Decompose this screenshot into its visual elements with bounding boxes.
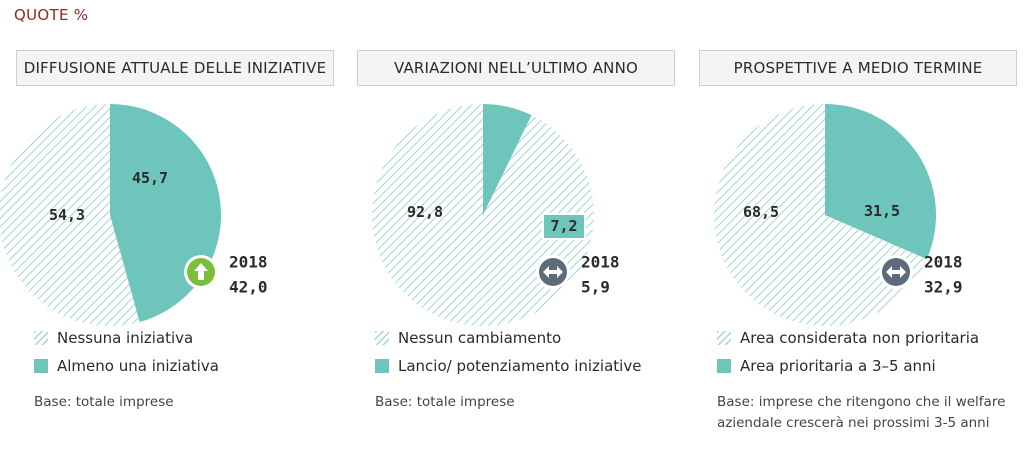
solid-swatch: [717, 359, 731, 373]
legend-label: Nessuna iniziativa: [57, 329, 194, 347]
left-right-arrow-icon: [536, 255, 570, 289]
pie-chart-prospettive: 68,5 31,5 2018 32,9: [714, 104, 963, 326]
legend-item-hatched: Area considerata non prioritaria: [717, 326, 979, 350]
legend: Nessuna iniziativa Almeno una iniziativa: [34, 326, 219, 382]
pie-chart-diffusione: 54,3 45,7 2018 42,0: [0, 104, 268, 326]
solid-swatch: [375, 359, 389, 373]
legend: Nessun cambiamento Lancio/ potenziamento…: [375, 326, 641, 382]
pie-slice-solid: [483, 104, 532, 215]
hatched-swatch: [34, 331, 48, 345]
comparison-year: 2018: [229, 253, 268, 272]
solid-swatch: [34, 359, 48, 373]
legend-label: Nessun cambiamento: [398, 329, 562, 347]
legend: Area considerata non prioritaria Area pr…: [717, 326, 979, 382]
panel-variazioni: VARIAZIONI NELL’ULTIMO ANNO 92,8 7,2 2018 5…: [357, 50, 675, 445]
slice-value-label: 31,5: [864, 202, 900, 220]
slice-value-label: 7,2: [550, 217, 577, 235]
legend-item-hatched: Nessuna iniziativa: [34, 326, 219, 350]
base-note-line: Base: imprese che ritengono che il welfa…: [717, 394, 1006, 410]
slice-value-label: 45,7: [132, 169, 168, 187]
slice-value-box: [542, 213, 586, 240]
legend-label: Area prioritaria a 3–5 anni: [740, 357, 936, 375]
comparison-value: 32,9: [924, 278, 963, 297]
base-note: Base: totale imprese: [375, 392, 675, 413]
comparison-value: 42,0: [229, 278, 268, 297]
comparison-year: 2018: [924, 253, 963, 272]
comparison-value: 5,9: [581, 278, 610, 297]
legend-item-solid: Lancio/ potenziamento iniziative: [375, 354, 641, 378]
left-right-arrow-icon: [879, 255, 913, 289]
hatched-swatch: [375, 331, 389, 345]
panel-title: VARIAZIONI NELL’ULTIMO ANNO: [357, 50, 675, 86]
legend-item-solid: Area prioritaria a 3–5 anni: [717, 354, 979, 378]
comparison-year: 2018: [581, 253, 620, 272]
slice-value-label: 54,3: [49, 206, 85, 224]
legend-label: Lancio/ potenziamento iniziative: [398, 357, 642, 375]
legend-label: Area considerata non prioritaria: [740, 329, 980, 347]
base-note-line: Base: totale imprese: [375, 394, 515, 410]
slice-value-label: 68,5: [743, 203, 779, 221]
legend-item-hatched: Nessun cambiamento: [375, 326, 641, 350]
base-note-line: Base: totale imprese: [34, 394, 174, 410]
pie-slice-solid: [825, 104, 936, 260]
pie-slice-hatched: [714, 104, 927, 326]
legend-label: Almeno una iniziativa: [57, 357, 219, 375]
slice-value-label: 92,8: [407, 203, 443, 221]
hatched-swatch: [717, 331, 731, 345]
up-arrow-icon: [184, 255, 218, 289]
pie-slice-hatched: [0, 104, 140, 326]
panel-prospettive: PROSPETTIVE A MEDIO TERMINE 68,5 31,5 2018…: [699, 50, 1017, 445]
panel-title: PROSPETTIVE A MEDIO TERMINE: [699, 50, 1017, 86]
base-note: Base: totale imprese: [34, 392, 334, 413]
panel-diffusione: DIFFUSIONE ATTUALE DELLE INIZIATIVE 54,3…: [0, 50, 334, 445]
base-note: Base: imprese che ritengono che il welfa…: [717, 392, 1017, 434]
legend-item-solid: Almeno una iniziativa: [34, 354, 219, 378]
panel-title: DIFFUSIONE ATTUALE DELLE INIZIATIVE: [16, 50, 334, 86]
section-label: QUOTE %: [14, 6, 89, 24]
base-note-line: aziendale crescerà nei prossimi 3-5 anni: [717, 415, 990, 431]
